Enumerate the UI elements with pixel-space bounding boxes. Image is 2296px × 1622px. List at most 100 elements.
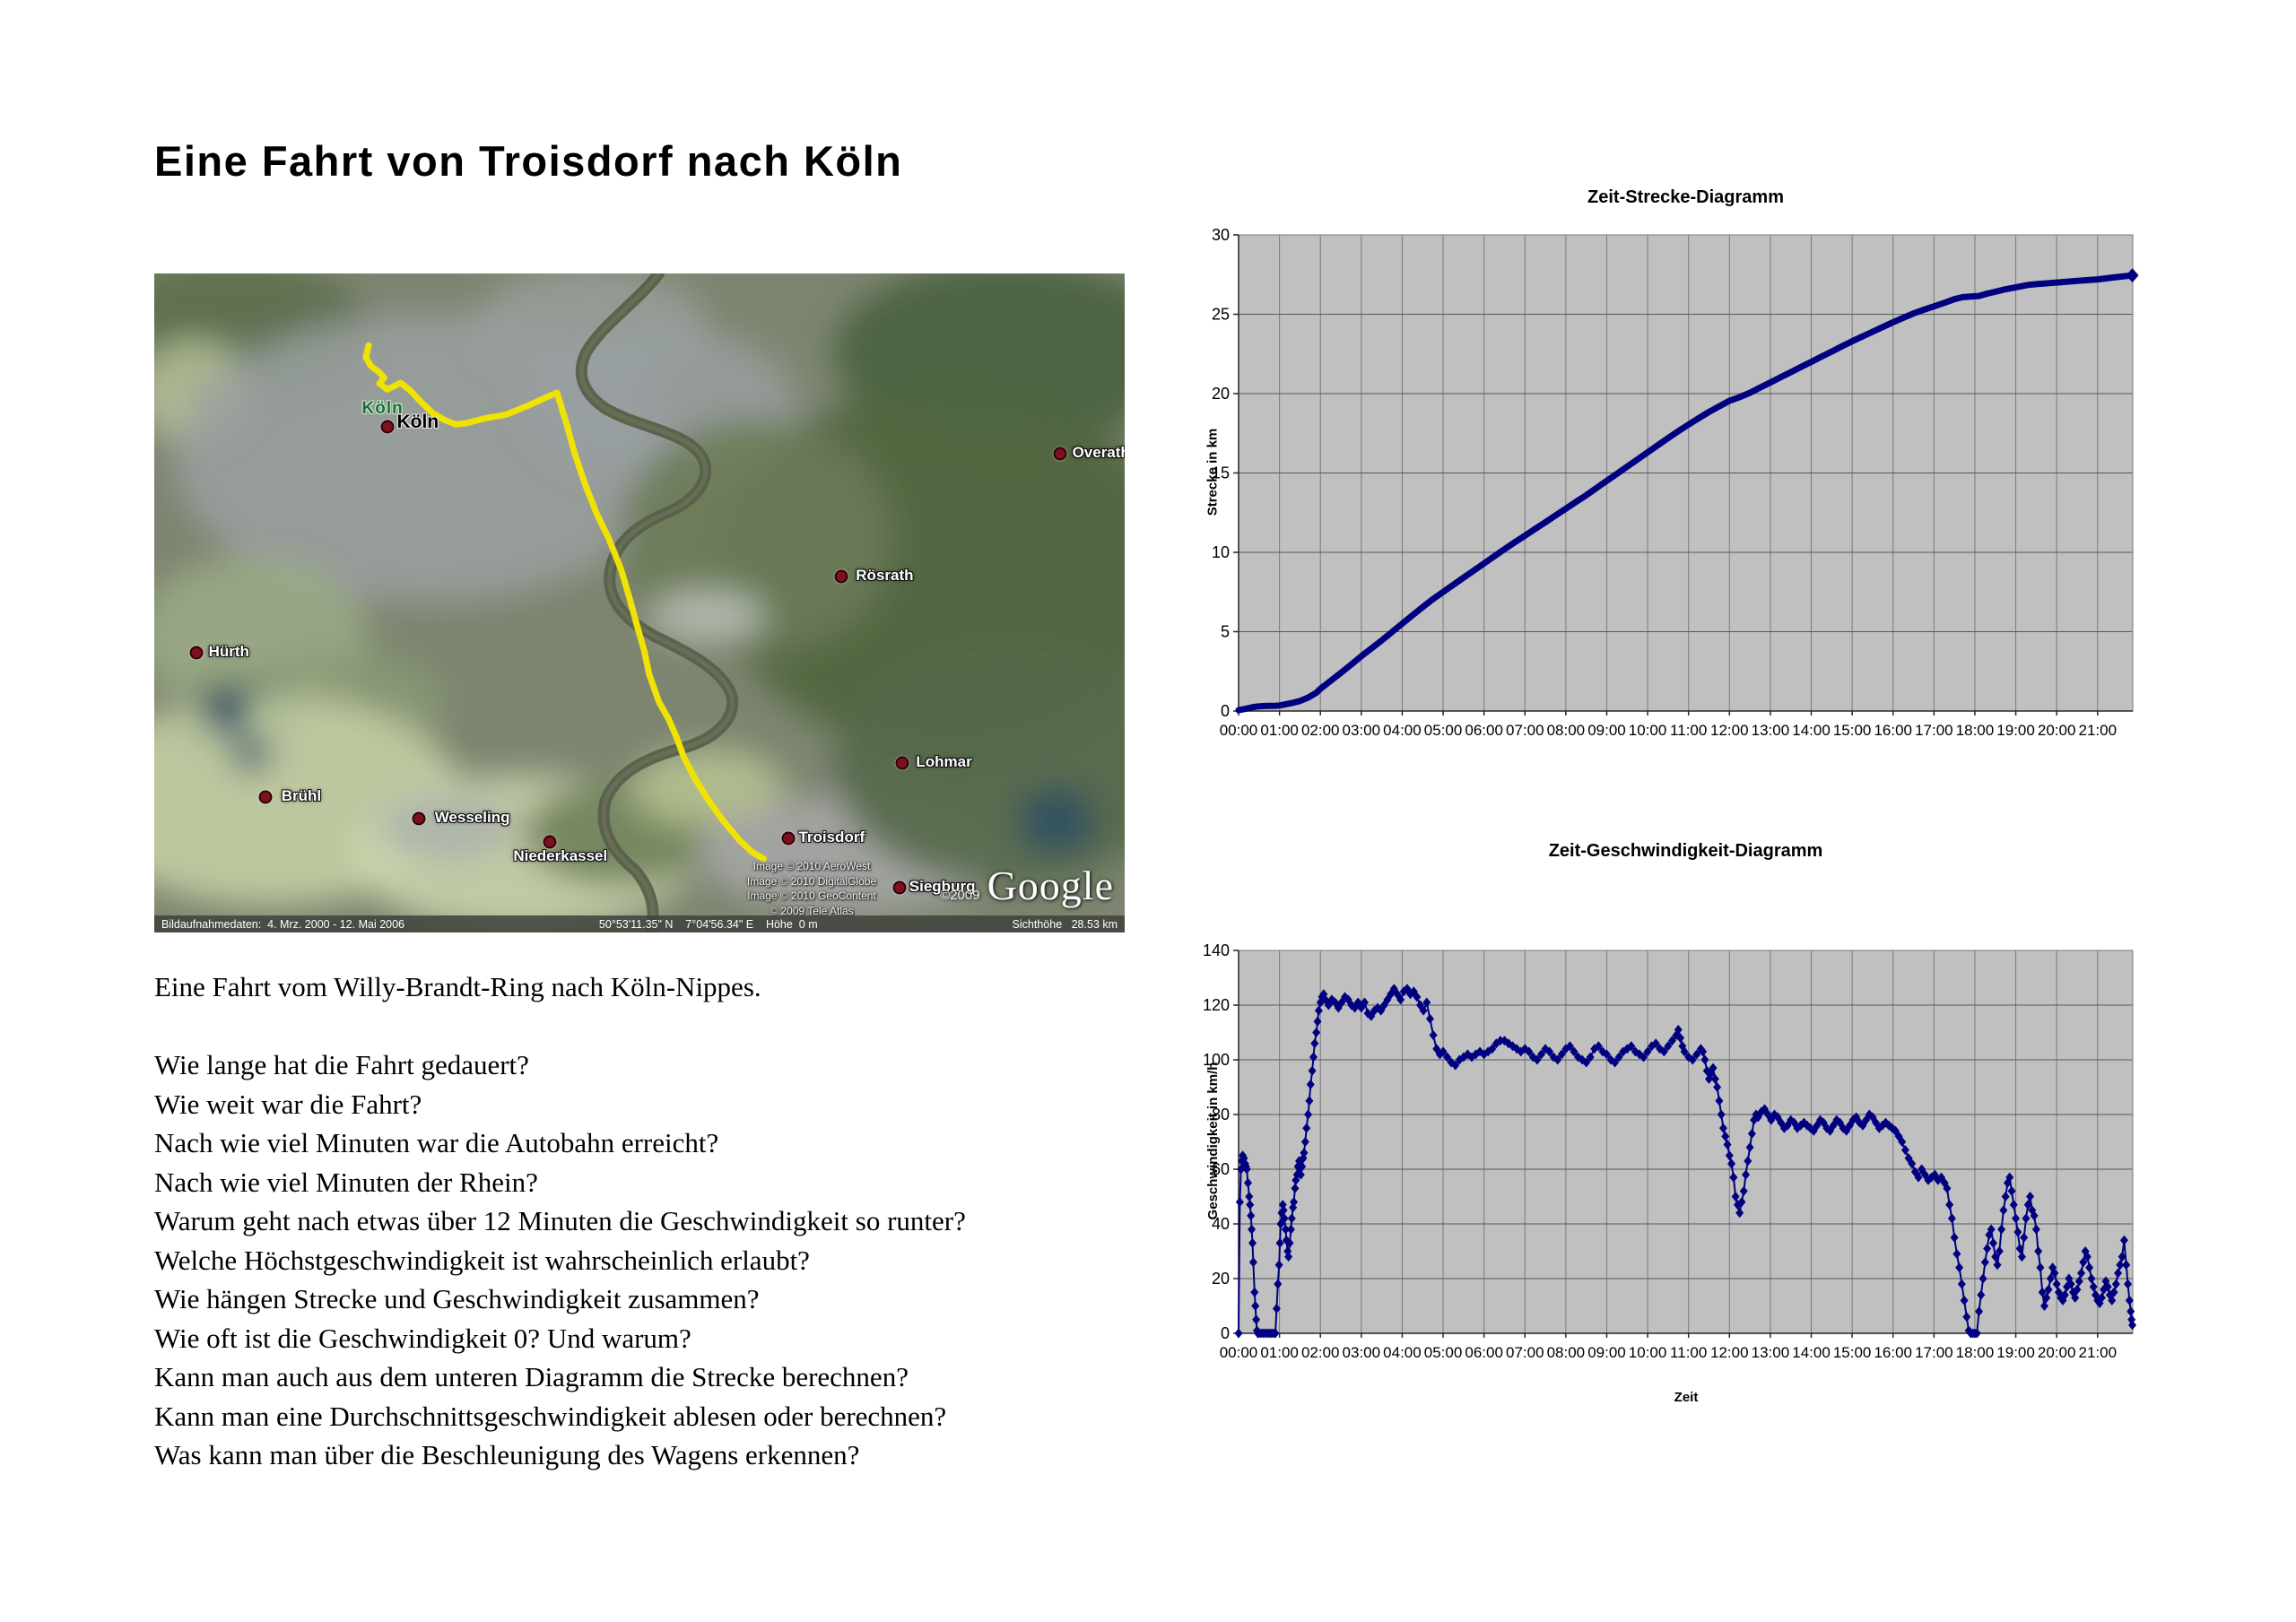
question: Welche Höchstgeschwindigkeit ist wahrsch…: [154, 1244, 810, 1276]
credit-line: Image © 2010 AeroWest: [752, 860, 871, 872]
google-watermark: ©2009 Google: [940, 862, 1114, 909]
svg-text:00:00: 00:00: [1220, 1344, 1258, 1361]
svg-text:16:00: 16:00: [1874, 1344, 1912, 1361]
map-city-dot: [781, 831, 796, 846]
svg-text:11:00: 11:00: [1670, 1344, 1707, 1361]
svg-text:20:00: 20:00: [2038, 1344, 2076, 1361]
question: Kann man auch aus dem unteren Diagramm d…: [154, 1361, 909, 1392]
svg-text:13:00: 13:00: [1752, 722, 1790, 739]
question: Nach wie viel Minuten der Rhein?: [154, 1166, 538, 1198]
question: Wie lange hat die Fahrt gedauert?: [154, 1049, 529, 1080]
svg-text:21:00: 21:00: [2079, 1344, 2118, 1361]
question: Wie oft ist die Geschwindigkeit 0? Und w…: [154, 1322, 691, 1354]
svg-text:18:00: 18:00: [1956, 722, 1995, 739]
time-axis-title: Zeit: [1674, 1390, 1699, 1405]
map-city-dot: [895, 756, 909, 770]
svg-text:14:00: 14:00: [1792, 722, 1831, 739]
svg-text:14:00: 14:00: [1792, 1344, 1831, 1361]
svg-text:16:00: 16:00: [1874, 722, 1912, 739]
svg-text:0: 0: [1221, 1324, 1230, 1342]
map-imagery-credits: Image © 2010 AeroWest Image © 2010 Digit…: [704, 859, 919, 918]
time-speed-chart: 0 20 40 60 80 100 120 140 00:00 01:00 02:00 03:00 04…: [1203, 941, 2137, 1361]
svg-text:08:00: 08:00: [1547, 1344, 1586, 1361]
google-logo: Google: [987, 863, 1114, 908]
map-status-bar: Bildaufnahmedaten: 4. Mrz. 2000 - 12. Ma…: [154, 915, 1125, 932]
svg-text:05:00: 05:00: [1424, 722, 1463, 739]
map-label-rsrath: Rösrath: [856, 567, 914, 585]
svg-text:08:00: 08:00: [1547, 722, 1586, 739]
svg-text:20: 20: [1212, 1270, 1230, 1288]
map-city-dot: [380, 420, 395, 434]
svg-text:17:00: 17:00: [1915, 1344, 1953, 1361]
map-city-dot: [412, 811, 426, 826]
map-label-niederkassel: Niederkassel: [513, 847, 608, 865]
svg-text:120: 120: [1203, 996, 1230, 1014]
map-label-lohmar: Lohmar: [916, 753, 972, 771]
question: Nach wie viel Minuten war die Autobahn e…: [154, 1127, 719, 1158]
svg-text:01:00: 01:00: [1260, 722, 1299, 739]
svg-text:40: 40: [1212, 1215, 1230, 1233]
svg-text:06:00: 06:00: [1465, 722, 1503, 739]
intro-sentence: Eine Fahrt vom Willy-Brandt-Ring nach Kö…: [154, 971, 761, 1002]
question: Warum geht nach etwas über 12 Minuten di…: [154, 1205, 966, 1236]
svg-text:60: 60: [1212, 1160, 1230, 1178]
svg-text:03:00: 03:00: [1343, 1344, 1381, 1361]
credit-line: Image © 2010 DigitalGlobe: [746, 874, 877, 888]
svg-text:13:00: 13:00: [1752, 1344, 1790, 1361]
svg-text:07:00: 07:00: [1506, 722, 1544, 739]
map-label-hrth: Hürth: [208, 642, 249, 660]
svg-text:03:00: 03:00: [1343, 722, 1381, 739]
svg-text:15:00: 15:00: [1833, 1344, 1872, 1361]
svg-text:04:00: 04:00: [1383, 722, 1422, 739]
svg-text:00:00: 00:00: [1220, 722, 1258, 739]
svg-text:30: 30: [1212, 226, 1230, 244]
svg-text:25: 25: [1212, 306, 1230, 324]
google-copyright-year: ©2009: [940, 888, 980, 903]
svg-text:5: 5: [1221, 623, 1230, 641]
map-city-dot: [543, 835, 557, 849]
credit-line: © 2009 Tele Atlas: [770, 904, 854, 917]
map-city-dot: [258, 790, 273, 804]
question-list: Wie lange hat die Fahrt gedauert? Wie we…: [154, 1045, 966, 1475]
svg-text:07:00: 07:00: [1506, 1344, 1544, 1361]
map-label-siegburg: Siegburg: [909, 878, 976, 896]
map-city-dot: [892, 880, 907, 895]
credit-line: Image © 2010 GeoContent: [747, 889, 876, 902]
map-city-dot: [834, 569, 848, 584]
svg-text:09:00: 09:00: [1587, 1344, 1626, 1361]
map-label-troisdorf: Troisdorf: [798, 828, 865, 846]
question: Kann man eine Durchschnittsgeschwindigke…: [154, 1400, 947, 1432]
time-distance-chart-title: Zeit-Strecke-Diagramm: [1587, 187, 1784, 207]
svg-text:140: 140: [1203, 941, 1230, 959]
svg-text:80: 80: [1212, 1106, 1230, 1123]
question: Wie hängen Strecke und Geschwindigkeit z…: [154, 1283, 760, 1314]
svg-text:19:00: 19:00: [1996, 1344, 2035, 1361]
page-title: Eine Fahrt von Troisdorf nach Köln: [154, 137, 903, 185]
svg-text:100: 100: [1203, 1051, 1230, 1069]
map-imagery-dates: Bildaufnahmedaten: 4. Mrz. 2000 - 12. Ma…: [161, 917, 404, 931]
svg-text:15: 15: [1212, 464, 1230, 482]
map-label-brhl: Brühl: [281, 787, 322, 805]
svg-text:0: 0: [1221, 702, 1230, 720]
map-city-dot: [189, 646, 204, 660]
svg-text:20:00: 20:00: [2038, 722, 2076, 739]
svg-text:02:00: 02:00: [1301, 722, 1340, 739]
svg-text:10: 10: [1212, 543, 1230, 561]
svg-text:09:00: 09:00: [1587, 722, 1626, 739]
svg-text:17:00: 17:00: [1915, 722, 1953, 739]
svg-text:10:00: 10:00: [1629, 1344, 1667, 1361]
question: Wie weit war die Fahrt?: [154, 1088, 422, 1120]
svg-text:19:00: 19:00: [1996, 722, 2035, 739]
svg-text:10:00: 10:00: [1629, 722, 1667, 739]
map-label-overath: Overath: [1072, 443, 1125, 461]
time-distance-chart: 0 5 10 15 20 25 30 00:00 01:00 02:00 03:00 04:00 05:…: [1212, 226, 2139, 739]
svg-text:05:00: 05:00: [1424, 1344, 1463, 1361]
time-speed-chart-title: Zeit-Geschwindigkeit-Diagramm: [1548, 841, 1823, 861]
svg-text:02:00: 02:00: [1301, 1344, 1340, 1361]
map-city-dot: [1053, 447, 1066, 461]
svg-text:20: 20: [1212, 385, 1230, 403]
svg-text:01:00: 01:00: [1260, 1344, 1299, 1361]
svg-text:11:00: 11:00: [1670, 722, 1707, 739]
map-label-kln: Köln: [396, 411, 439, 432]
